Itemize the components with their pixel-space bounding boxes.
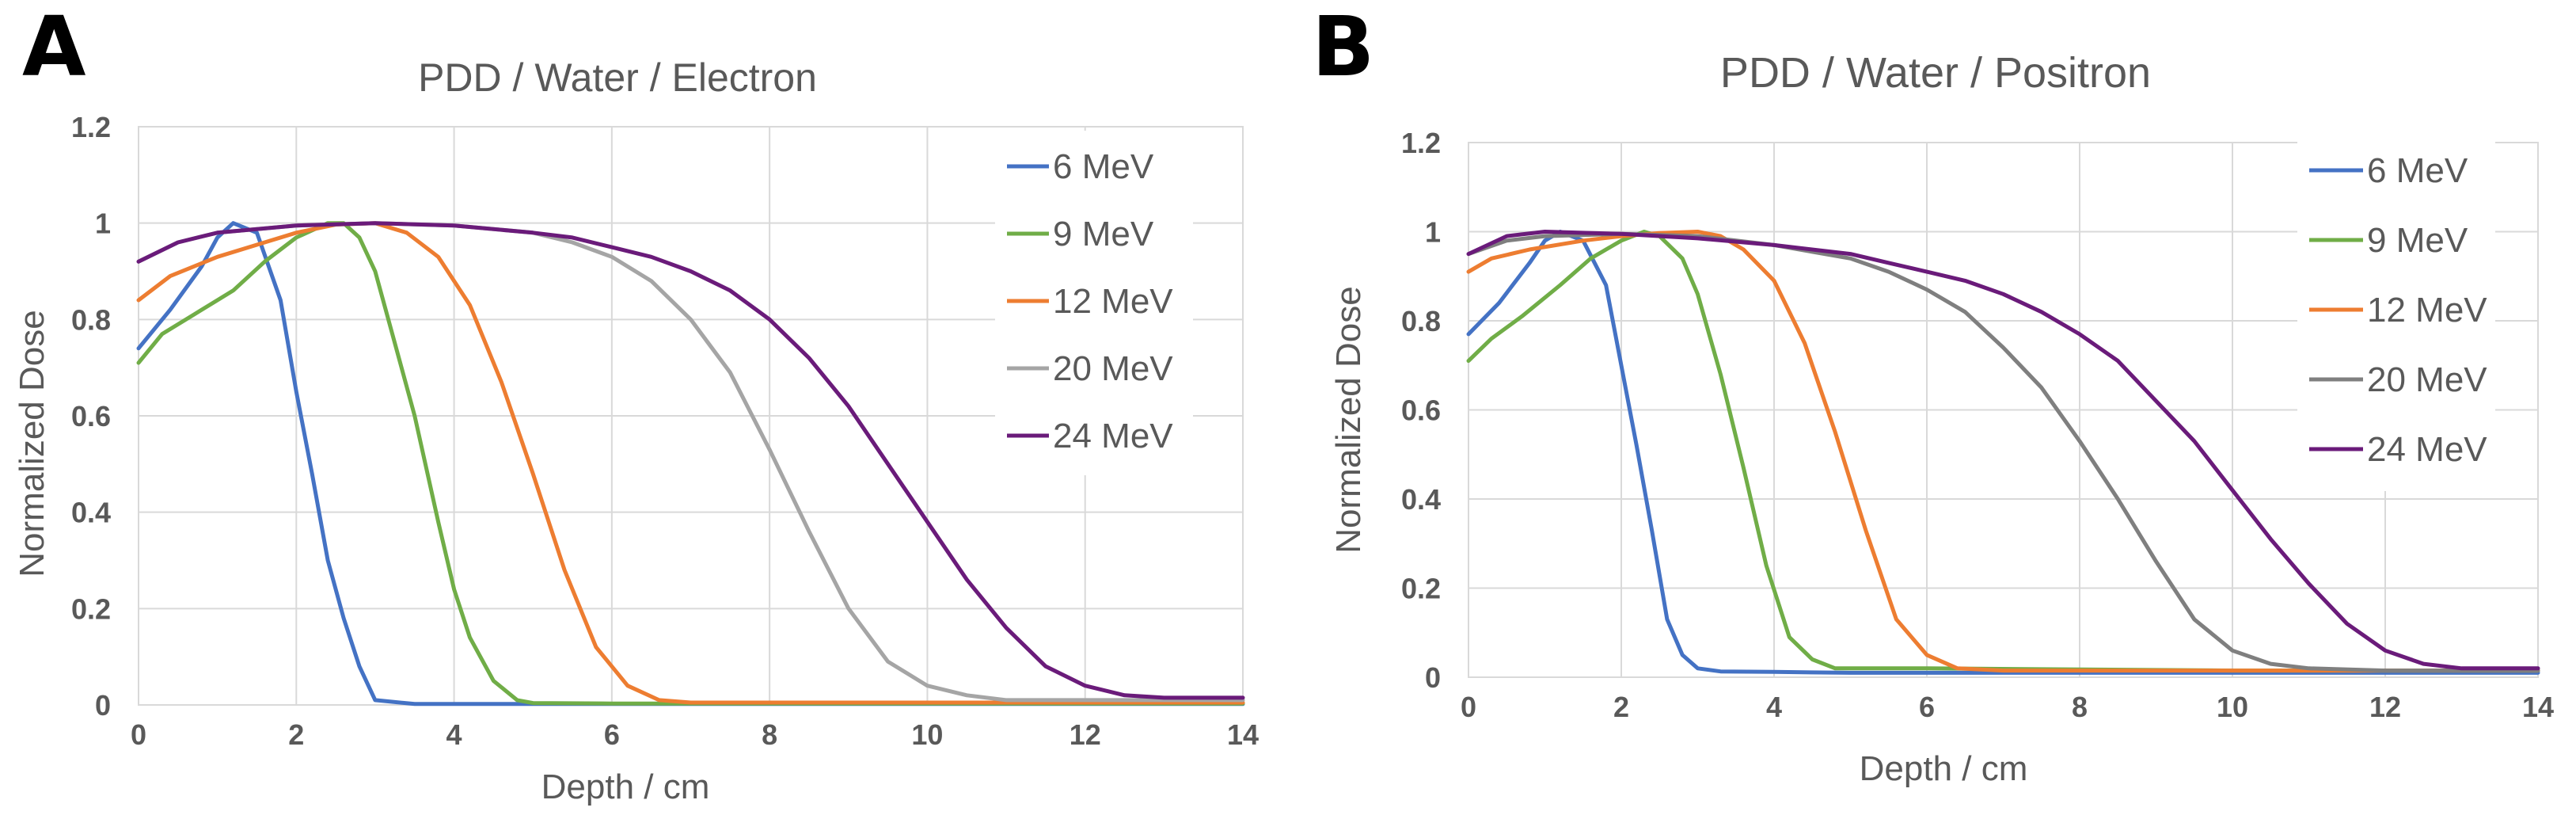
- x-tick-label: 10: [2217, 691, 2248, 723]
- legend-entry-label: 20 MeV: [1053, 349, 1173, 388]
- chart-title-a: PDD / Water / Electron: [418, 55, 817, 100]
- y-tick-label: 0.6: [71, 400, 111, 432]
- x-tick-label: 4: [446, 718, 462, 751]
- x-tick-label: 0: [1461, 691, 1476, 723]
- y-tick-label: 0: [95, 689, 111, 722]
- y-tick-label: 1: [1425, 216, 1441, 249]
- y-axis-label-b: Normalized Dose: [1329, 286, 1368, 553]
- x-tick-label: 14: [1227, 718, 1259, 751]
- legend-entry-label: 9 MeV: [2367, 221, 2468, 260]
- x-tick-label: 6: [604, 718, 620, 751]
- x-axis-label-b: Depth / cm: [1860, 749, 2028, 788]
- y-tick-label: 0.8: [1401, 305, 1441, 337]
- y-tick-label: 0: [1425, 661, 1441, 694]
- y-axis-label-a: Normalized Dose: [13, 310, 51, 577]
- panel-label-b: B: [1312, 0, 1374, 95]
- chart-panel-a: A PDD / Water / Electron Depth / cm Norm…: [13, 0, 1259, 806]
- legend-entry-label: 24 MeV: [2367, 430, 2487, 469]
- x-tick-label: 12: [2369, 691, 2401, 723]
- legend-entry-label: 20 MeV: [2367, 360, 2487, 399]
- x-tick-label: 6: [1919, 691, 1935, 723]
- series-line-24-mev: [136, 221, 1245, 700]
- series-line-9-mev: [136, 221, 1245, 706]
- legend-entry-label: 12 MeV: [1053, 282, 1173, 321]
- y-tick-label: 0.4: [71, 497, 111, 529]
- panel-label-a: A: [22, 0, 86, 95]
- x-tick-label: 0: [131, 718, 146, 751]
- series-line-6-mev: [1466, 230, 2540, 675]
- series-line-24-mev: [1466, 230, 2540, 671]
- y-tick-label: 1.2: [1401, 127, 1441, 159]
- x-tick-label: 8: [2072, 691, 2088, 723]
- x-tick-label: 10: [911, 718, 943, 751]
- y-tick-label: 1: [95, 208, 111, 240]
- chart-panel-b: B PDD / Water / Positron Depth / cm Norm…: [1312, 0, 2554, 788]
- x-tick-label: 12: [1070, 718, 1101, 751]
- x-tick-label: 2: [1613, 691, 1629, 723]
- series-line-6-mev: [136, 221, 1245, 707]
- legend-entry-label: 12 MeV: [2367, 291, 2487, 330]
- legend-entry-label: 9 MeV: [1053, 215, 1154, 253]
- legend-background: [2297, 135, 2495, 491]
- x-tick-label: 4: [1766, 691, 1782, 723]
- y-tick-label: 0.2: [1401, 573, 1441, 605]
- legend-entry-label: 6 MeV: [1053, 147, 1154, 186]
- legend-entry-label: 24 MeV: [1053, 417, 1173, 455]
- x-axis-label-a: Depth / cm: [541, 768, 710, 806]
- x-tick-label: 14: [2522, 691, 2554, 723]
- y-tick-label: 0.6: [1401, 394, 1441, 427]
- x-tick-label: 8: [762, 718, 777, 751]
- x-tick-label: 2: [288, 718, 304, 751]
- plot-area-frame: [1468, 142, 2539, 678]
- series-line-9-mev: [1466, 230, 2540, 673]
- y-tick-label: 0.8: [71, 303, 111, 336]
- legend-entry-label: 6 MeV: [2367, 151, 2468, 190]
- y-tick-label: 0.4: [1401, 483, 1441, 516]
- series-line-12-mev: [1466, 230, 2540, 673]
- legend-b: 6 MeV 9 MeV 12 MeV 20 MeV 24 MeV: [2297, 135, 2495, 491]
- series-line-12-mev: [136, 221, 1245, 705]
- y-tick-label: 0.2: [71, 592, 111, 625]
- chart-title-b: PDD / Water / Positron: [1720, 49, 2151, 97]
- y-tick-label: 1.2: [71, 111, 111, 143]
- legend-a: 6 MeV 9 MeV 12 MeV 20 MeV 24 MeV: [995, 131, 1193, 475]
